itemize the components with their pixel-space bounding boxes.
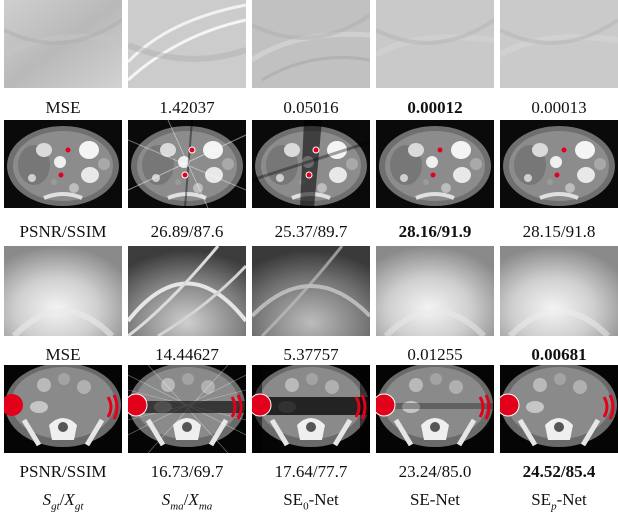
metric-value: 17.64/77.7 [274,462,348,481]
metric-label: MSE [45,345,81,364]
metric-value: 0.01255 [407,345,463,364]
metric-value: 0.05016 [283,98,339,117]
metric-value-best: 0.00681 [531,345,587,364]
metric-value-best: 24.52/85.4 [522,462,596,481]
metric-value: 0.00013 [531,98,587,117]
sinogram-ma-case1 [128,0,246,88]
caption-ma: Sma/Xma [161,490,213,513]
sinogram-sep-case2 [500,246,618,336]
ct-image-se0-case1 [252,120,370,208]
sinogram-se0-case1 [252,0,370,88]
ct-image-gt-case2 [4,365,122,453]
ct-image-senet-case1 [376,120,494,208]
sinogram-ma-case2 [128,246,246,336]
sinogram-se0-case2 [252,246,370,336]
caption-sep-net: SEp-Net [531,490,587,513]
sinogram-gt-case2 [4,246,122,336]
ct-image-se0-case2 [252,365,370,453]
metric-value-best: 0.00012 [407,98,463,117]
metric-value: 25.37/89.7 [274,222,348,241]
metric-value: 1.42037 [159,98,215,117]
metric-label: MSE [45,98,81,117]
metric-value: 5.37757 [283,345,339,364]
metric-value: 14.44627 [155,345,219,364]
metric-value: 28.15/91.8 [522,222,596,241]
sinogram-senet-case2 [376,246,494,336]
ct-image-ma-case2 [128,365,246,453]
ct-image-sep-case2 [500,365,618,453]
metric-label: PSNR/SSIM [19,462,107,481]
metric-value-best: 28.16/91.9 [398,222,472,241]
metric-value: 26.89/87.6 [150,222,224,241]
metric-value: 23.24/85.0 [398,462,472,481]
caption-gt: Sgt/Xgt [42,490,84,513]
sinogram-gt-case1 [4,0,122,88]
ct-image-senet-case2 [376,365,494,453]
caption-se-net: SE-Net [409,490,461,509]
caption-se0-net: SE0-Net [283,490,339,513]
metric-value: 16.73/69.7 [150,462,224,481]
sinogram-sep-case1 [500,0,618,88]
sinogram-senet-case1 [376,0,494,88]
ct-image-sep-case1 [500,120,618,208]
metric-label: PSNR/SSIM [19,222,107,241]
ct-image-gt-case1 [4,120,122,208]
ct-image-ma-case1 [128,120,246,208]
